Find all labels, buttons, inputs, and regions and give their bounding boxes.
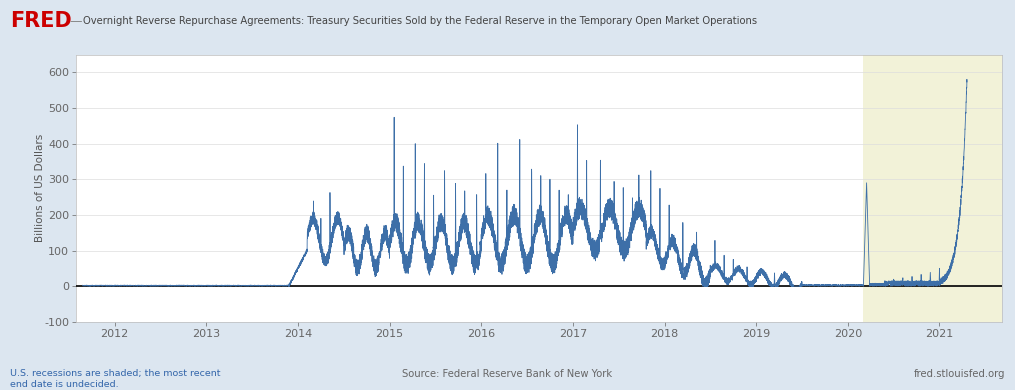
Text: —: — <box>69 15 81 28</box>
Text: Source: Federal Reserve Bank of New York: Source: Federal Reserve Bank of New York <box>402 369 613 379</box>
Text: FRED: FRED <box>10 11 72 32</box>
Text: U.S. recessions are shaded; the most recent
end date is undecided.: U.S. recessions are shaded; the most rec… <box>10 369 220 389</box>
Bar <box>864 55 1002 322</box>
Text: Overnight Reverse Repurchase Agreements: Treasury Securities Sold by the Federal: Overnight Reverse Repurchase Agreements:… <box>83 16 757 27</box>
Text: fred.stlouisfed.org: fred.stlouisfed.org <box>914 369 1005 379</box>
Y-axis label: Billions of US Dollars: Billions of US Dollars <box>35 134 45 242</box>
